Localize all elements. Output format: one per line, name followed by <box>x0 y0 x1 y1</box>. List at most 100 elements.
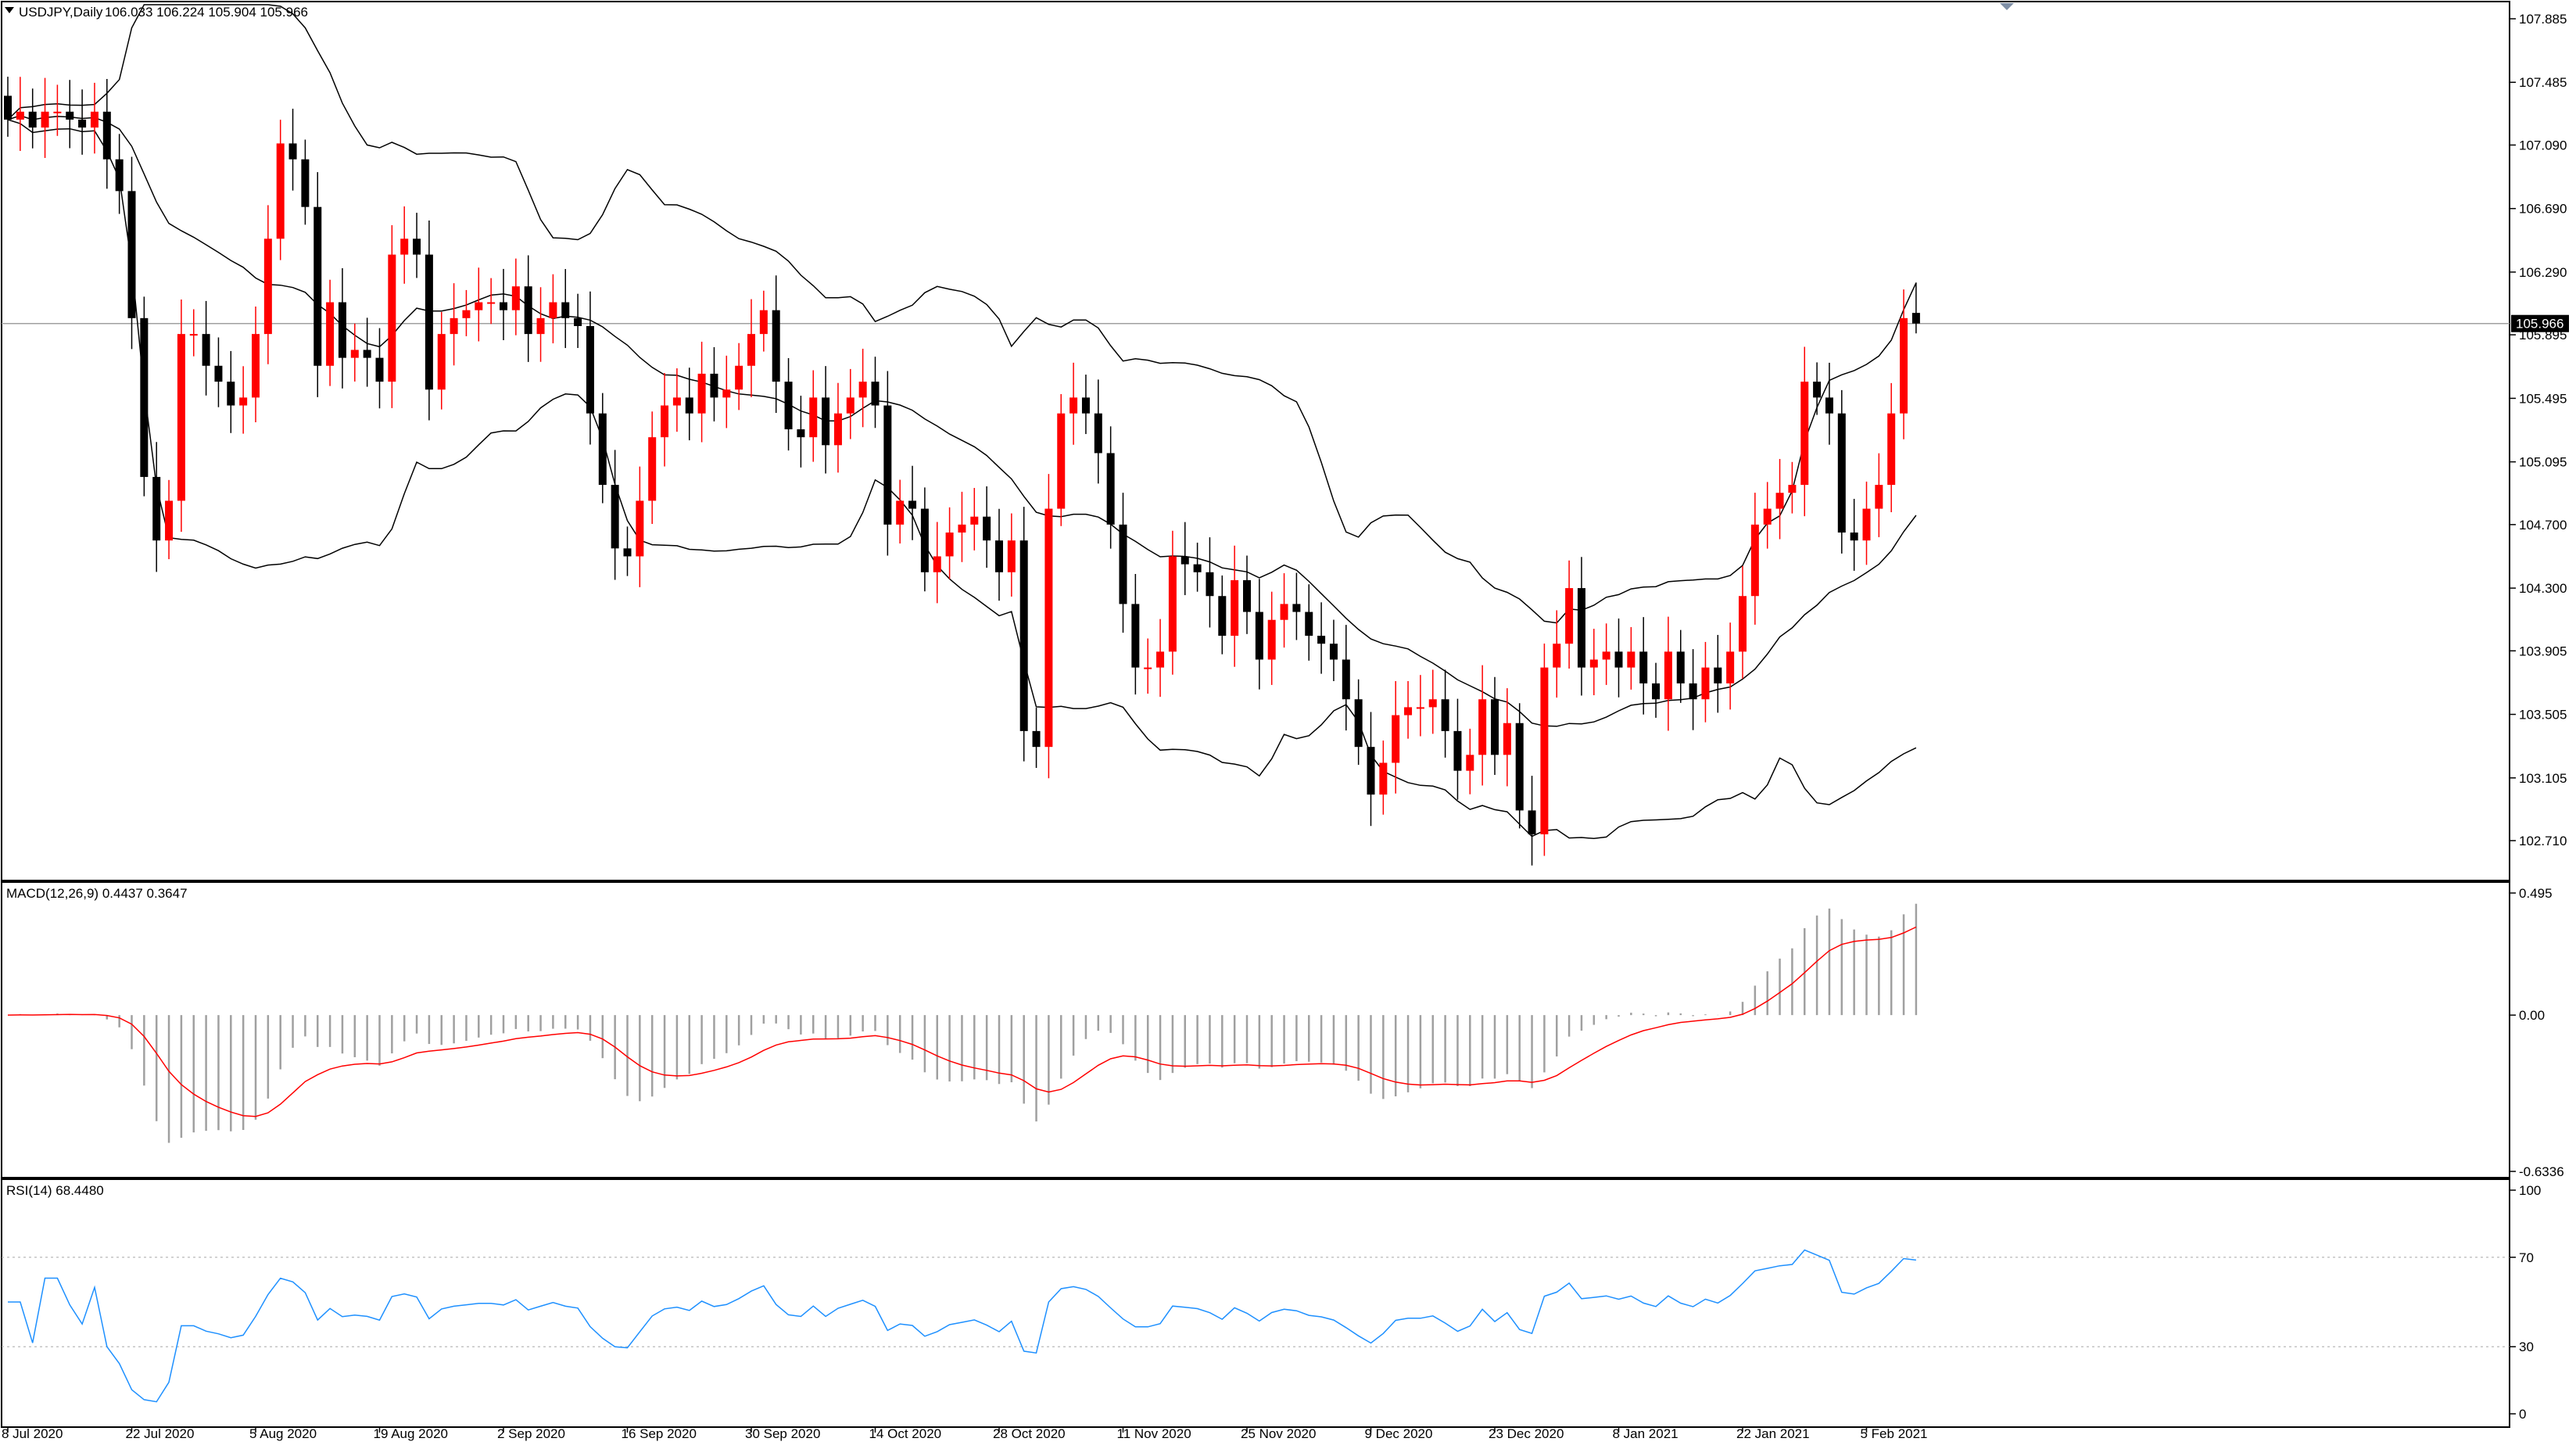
candle-body <box>1553 644 1561 668</box>
candle-body <box>1788 485 1797 493</box>
candle-body <box>983 516 991 541</box>
candle <box>1652 662 1661 718</box>
candle <box>1701 641 1710 723</box>
candle <box>1255 579 1263 690</box>
candle-body <box>1181 556 1189 565</box>
candlestick-series[interactable] <box>4 77 1920 866</box>
candle-body <box>797 429 805 438</box>
candle <box>152 442 161 572</box>
candle-body <box>363 350 371 358</box>
symbol-menu-icon[interactable] <box>5 7 14 13</box>
candle <box>1317 602 1326 674</box>
candle <box>1453 698 1462 800</box>
candle-body <box>115 159 124 192</box>
candle-body <box>1850 533 1858 541</box>
candle-body <box>1119 524 1127 604</box>
candle <box>1019 507 1028 762</box>
candle <box>288 109 297 191</box>
candle <box>858 348 867 428</box>
candle <box>1428 669 1437 734</box>
candle <box>970 487 979 551</box>
candle-body <box>1825 397 1833 414</box>
candle-body <box>1019 540 1028 731</box>
candle <box>363 317 371 387</box>
candle <box>425 220 433 421</box>
candle <box>462 289 471 337</box>
candle <box>809 370 818 462</box>
candle-body <box>437 334 446 390</box>
candle-body <box>1577 588 1585 668</box>
candle-body <box>871 382 880 406</box>
candle <box>648 411 657 525</box>
candle <box>28 88 37 149</box>
candle <box>536 287 545 362</box>
candle <box>1862 481 1871 565</box>
candle-body <box>1491 699 1499 755</box>
candle <box>1354 679 1363 766</box>
price-tick-label: 103.505 <box>2519 708 2567 723</box>
candle <box>1503 688 1511 787</box>
candle <box>735 343 743 411</box>
candle-body <box>549 302 557 318</box>
candle-body <box>1664 651 1672 700</box>
candle-body <box>822 397 830 446</box>
candle <box>1875 453 1883 537</box>
candle <box>1763 482 1772 549</box>
last-price-label: 105.966 <box>2516 317 2563 332</box>
candle-body <box>623 548 632 557</box>
candle <box>772 275 780 414</box>
candle-body <box>685 397 693 414</box>
candle <box>313 172 322 397</box>
candle <box>165 479 174 560</box>
candle <box>1329 619 1338 682</box>
candle-body <box>1739 596 1747 652</box>
candle-body <box>1515 723 1524 811</box>
candle-body <box>511 286 520 310</box>
candle <box>1367 712 1375 827</box>
candle-body <box>1131 604 1140 668</box>
rsi-indicator: 100 70 30 0 <box>2 1183 2541 1422</box>
candle-body <box>697 373 706 414</box>
candle <box>1280 573 1288 648</box>
candle-body <box>326 302 335 366</box>
candle-body <box>16 111 24 120</box>
candle <box>1404 680 1413 739</box>
candle <box>1193 542 1202 592</box>
candle-body <box>1428 699 1437 708</box>
candle <box>983 486 991 568</box>
candle-body <box>1280 604 1288 620</box>
ohlc-readout: 106.033 106.224 105.904 105.966 <box>105 5 308 20</box>
candle <box>1577 557 1585 696</box>
candle-body <box>1503 723 1511 755</box>
candle-body <box>586 325 594 414</box>
candle-body <box>1614 651 1623 668</box>
candle <box>933 522 941 604</box>
candle <box>1565 560 1574 669</box>
candle-body <box>400 239 409 255</box>
candle <box>127 156 136 350</box>
candle <box>1168 530 1177 675</box>
candle <box>1181 522 1189 596</box>
candle <box>1800 346 1809 517</box>
candle-body <box>1255 612 1263 660</box>
candle <box>995 508 1003 601</box>
candle <box>1900 289 1908 439</box>
candle-body <box>413 239 421 255</box>
candle-body <box>338 302 346 358</box>
candle-body <box>648 437 657 501</box>
candle-body <box>1676 651 1685 683</box>
chart-shift-marker-icon[interactable] <box>2000 3 2014 10</box>
candle-body <box>313 206 322 366</box>
candle-body <box>1168 556 1177 652</box>
candle <box>1007 513 1016 597</box>
candle-body <box>896 500 905 525</box>
candle-body <box>227 382 235 406</box>
candle-body <box>487 302 496 304</box>
candle-body <box>846 397 854 414</box>
candle-body <box>1540 667 1549 834</box>
rsi-tick-label: 70 <box>2519 1250 2534 1265</box>
candle-body <box>722 389 731 398</box>
date-tick-label: 22 Jul 2020 <box>126 1426 195 1441</box>
